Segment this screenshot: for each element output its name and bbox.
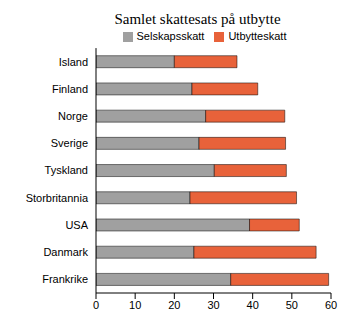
svg-text:60: 60: [325, 299, 337, 311]
svg-text:Tyskland: Tyskland: [45, 164, 88, 176]
svg-text:10: 10: [129, 299, 141, 311]
svg-text:Frankrike: Frankrike: [42, 273, 88, 285]
svg-text:Norge: Norge: [58, 110, 88, 122]
svg-text:50: 50: [286, 299, 298, 311]
svg-text:Danmark: Danmark: [43, 246, 88, 258]
svg-text:Island: Island: [59, 56, 88, 68]
html-text:Utbytteskatt: Utbytteskatt: [228, 30, 287, 42]
svg-text:USA: USA: [65, 219, 88, 231]
html-text:Samlet skattesats på utbytte: Samlet skattesats på utbytte: [114, 11, 281, 27]
svg-text:Finland: Finland: [52, 83, 88, 95]
svg-text:Storbritannia: Storbritannia: [26, 192, 89, 204]
svg-text:30: 30: [207, 299, 219, 311]
svg-text:Sverige: Sverige: [51, 137, 88, 149]
svg-text:0: 0: [93, 299, 99, 311]
html-text:Selskapsskatt: Selskapsskatt: [136, 30, 205, 42]
svg-text:20: 20: [168, 299, 180, 311]
svg-text:40: 40: [247, 299, 259, 311]
